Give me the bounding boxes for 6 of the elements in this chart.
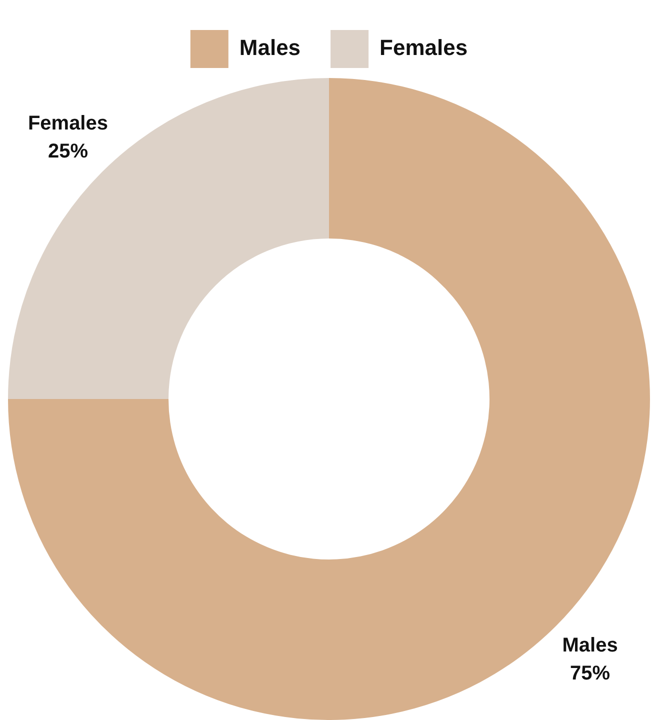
data-label: 25% [48, 140, 88, 162]
legend-label: Males [239, 35, 301, 60]
slice-label: Females [28, 112, 108, 134]
legend-label: Females [380, 35, 468, 60]
slice-label: Males [562, 634, 618, 657]
data-label: 75% [570, 662, 610, 685]
